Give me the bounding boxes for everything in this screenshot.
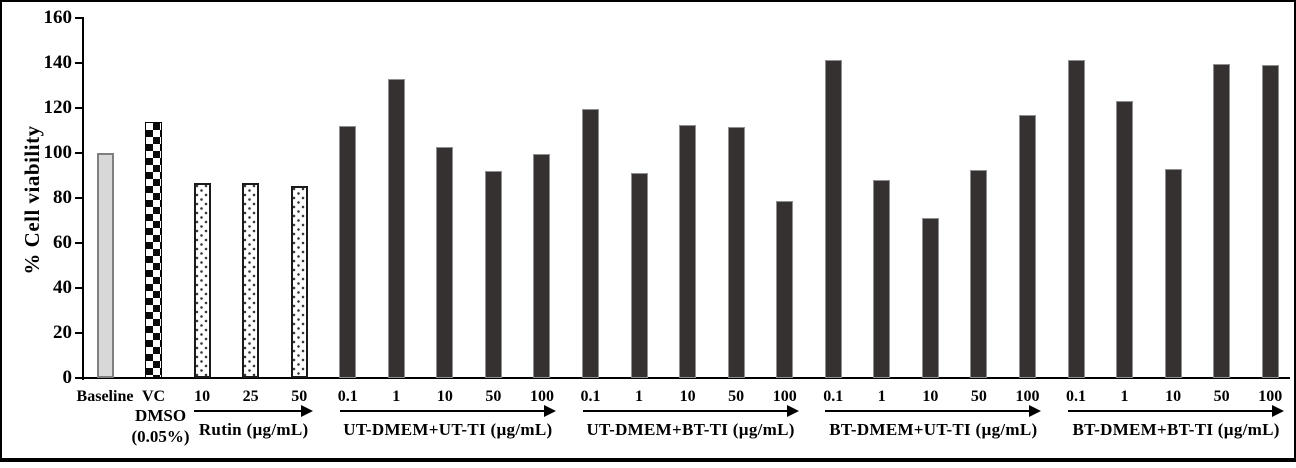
bar-label: 100 — [1015, 388, 1040, 405]
bar-label: 25 — [242, 388, 259, 405]
y-axis-tick — [75, 332, 82, 334]
bar-10 — [193, 183, 211, 378]
y-axis-tick-label: 100 — [43, 142, 73, 163]
bar-label: 50 — [970, 388, 987, 405]
x-axis-line — [82, 377, 1290, 379]
bar-label: 50 — [485, 388, 502, 405]
bar-1 — [873, 180, 891, 378]
group-arrow-head — [786, 405, 799, 417]
group-label: UT-DMEM+UT-TI (µg/mL) — [343, 420, 553, 439]
group-arrow-line — [825, 410, 1031, 412]
y-axis-tick-label: 160 — [43, 7, 73, 28]
bar-50 — [484, 171, 502, 378]
bar-label: 1 — [635, 388, 644, 405]
bar-0.1 — [1067, 59, 1085, 378]
bar-10 — [1164, 168, 1182, 378]
y-axis-tick — [75, 197, 82, 199]
group-arrow-head — [1029, 405, 1042, 417]
bar-label: 10 — [436, 388, 453, 405]
bar-label: VC — [141, 388, 166, 405]
bar-50 — [1213, 64, 1231, 378]
bar-label: 50 — [728, 388, 745, 405]
bar-sub-label: DMSO — [135, 406, 187, 425]
group-arrow-line — [1068, 410, 1274, 412]
bar-label: 1 — [392, 388, 401, 405]
bar-sub-label: (0.05%) — [131, 427, 190, 446]
bar-100 — [1261, 65, 1279, 378]
y-axis-tick-label: 140 — [43, 52, 73, 73]
group-label: UT-DMEM+BT-TI (µg/mL) — [586, 420, 795, 439]
bar-label: 50 — [291, 388, 308, 405]
y-axis-tick — [75, 377, 82, 379]
y-axis-tick-label: 120 — [43, 97, 73, 118]
bar-label: 1 — [1120, 388, 1129, 405]
group-arrow-line — [339, 410, 545, 412]
bar-label: Baseline — [76, 388, 134, 405]
bar-label: 100 — [1258, 388, 1283, 405]
bar-label: 10 — [679, 388, 696, 405]
bar-label: 10 — [922, 388, 939, 405]
bar-label: 100 — [772, 388, 797, 405]
group-label: Rutin (µg/mL) — [198, 420, 309, 439]
bar-label: 0.1 — [823, 388, 844, 405]
y-axis-tick — [75, 107, 82, 109]
bar-label: 0.1 — [1066, 388, 1086, 405]
bar-100 — [533, 154, 551, 378]
bar-1 — [630, 173, 648, 378]
bar-10 — [436, 147, 454, 378]
y-axis-tick — [75, 242, 82, 244]
bar-label: 0.1 — [337, 388, 358, 405]
bar-0.1 — [824, 59, 842, 378]
bar-25 — [242, 183, 260, 378]
bar-label: 1 — [877, 388, 886, 405]
bar-100 — [776, 201, 794, 378]
bar-50 — [970, 169, 988, 378]
group-arrow-head — [1272, 405, 1285, 417]
bar-label: 0.1 — [580, 388, 601, 405]
y-axis-tick-label: 80 — [53, 187, 72, 208]
y-axis-tick — [75, 17, 82, 19]
bar-label: 100 — [529, 388, 554, 405]
group-arrow-line — [194, 410, 303, 412]
group-arrow-head — [543, 405, 556, 417]
y-axis-tick — [75, 152, 82, 154]
group-label: BT-DMEM+UT-TI (µg/mL) — [829, 420, 1038, 439]
group-label: BT-DMEM+BT-TI (µg/mL) — [1072, 420, 1280, 439]
y-axis-tick — [75, 62, 82, 64]
bar-0.1 — [582, 109, 599, 378]
bar-label: 10 — [1165, 388, 1182, 405]
bar-50 — [727, 127, 745, 378]
bar-baseline — [96, 153, 114, 378]
bar-50 — [290, 185, 308, 378]
y-axis-tick-label: 40 — [53, 277, 72, 298]
y-axis-tick-label: 20 — [53, 322, 72, 343]
y-axis-tick — [75, 287, 82, 289]
y-axis-tick-label: 0 — [62, 367, 73, 388]
bar-10 — [679, 124, 697, 378]
bar-vc — [145, 121, 163, 378]
group-arrow-head — [301, 405, 314, 417]
bar-0.1 — [339, 126, 357, 378]
group-arrow-line — [582, 410, 788, 412]
bar-100 — [1018, 114, 1036, 378]
bar-label: 10 — [194, 388, 211, 405]
bar-1 — [387, 78, 405, 378]
y-axis-tick-label: 60 — [53, 232, 72, 253]
bar-10 — [921, 218, 939, 378]
bar-label: 50 — [1213, 388, 1230, 405]
y-axis-line — [82, 17, 84, 380]
bar-1 — [1116, 101, 1134, 378]
